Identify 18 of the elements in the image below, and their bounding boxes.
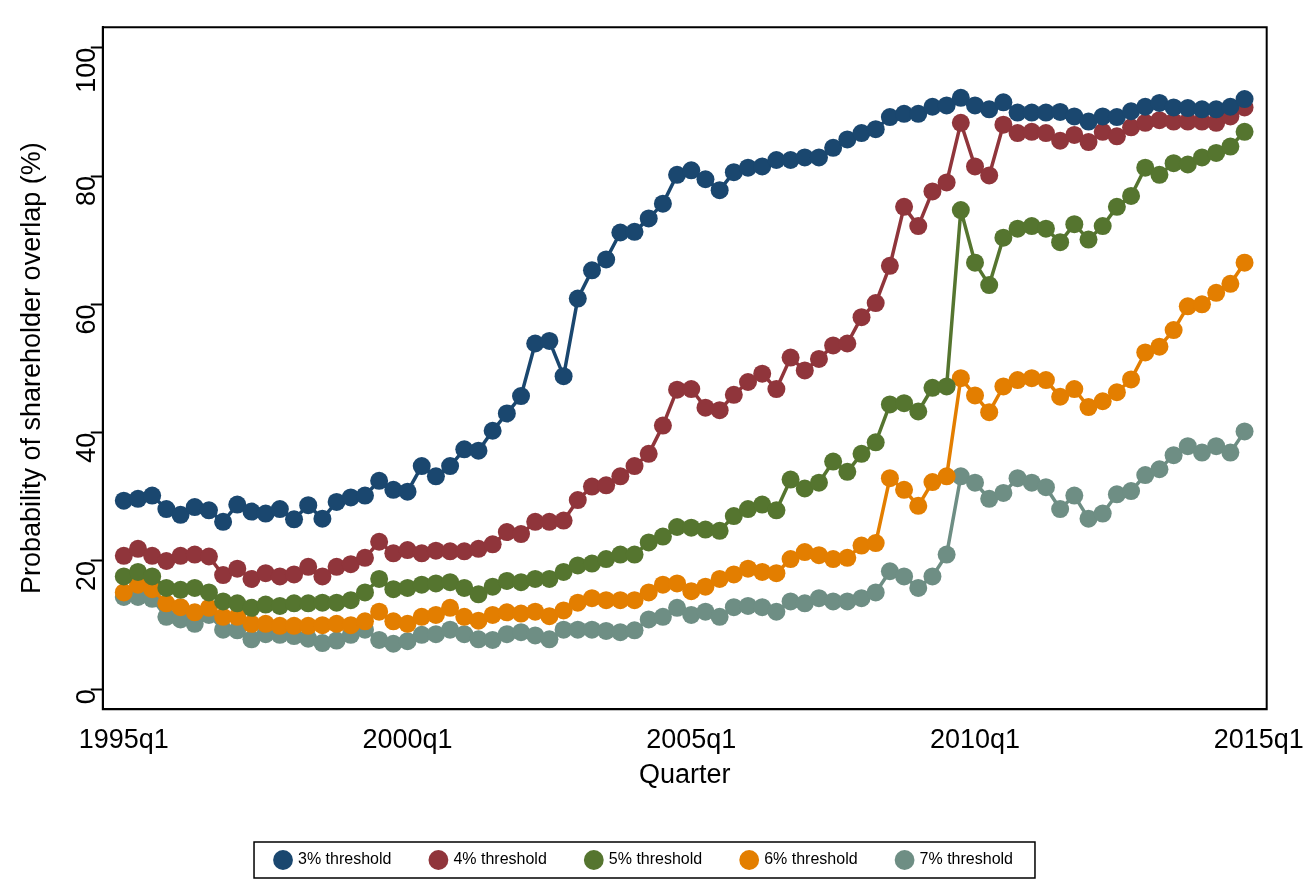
legend-label: 5% threshold xyxy=(608,850,703,868)
x-tick-label: 2015q1 xyxy=(1213,723,1304,754)
y-tick-label: 100 xyxy=(71,47,102,93)
x-tick-label: 2005q1 xyxy=(646,723,737,754)
y-tick-label: 80 xyxy=(71,176,102,207)
x-tick-label: 1995q1 xyxy=(78,723,169,754)
legend-label: 4% threshold xyxy=(453,850,547,868)
x-tick-label: 2000q1 xyxy=(362,723,453,754)
y-tick-label: 20 xyxy=(71,560,102,592)
legend-label: 7% threshold xyxy=(919,850,1013,868)
x-axis-title: Quarter xyxy=(638,759,731,790)
y-tick-label: 60 xyxy=(71,304,102,335)
legend-label: 6% threshold xyxy=(764,850,858,868)
y-tick-label: 0 xyxy=(71,689,102,705)
y-axis-title: Probability of shareholder overlap (%) xyxy=(15,142,46,595)
y-tick-label: 40 xyxy=(71,432,102,463)
legend-label: 3% threshold xyxy=(298,850,392,868)
x-tick-label: 2010q1 xyxy=(929,723,1021,754)
